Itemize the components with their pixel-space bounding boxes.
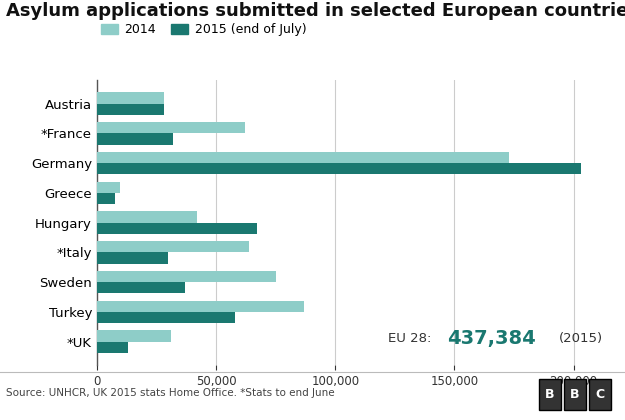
Bar	[97, 181, 119, 193]
Bar	[97, 301, 304, 312]
Text: C: C	[596, 388, 604, 401]
Bar	[97, 252, 168, 264]
Bar	[97, 241, 249, 252]
Text: (2015): (2015)	[559, 332, 604, 344]
Text: Source: UNHCR, UK 2015 stats Home Office. *Stats to end June: Source: UNHCR, UK 2015 stats Home Office…	[6, 388, 335, 398]
Text: EU 28:: EU 28:	[388, 332, 431, 344]
Bar	[97, 271, 276, 282]
Bar	[97, 341, 128, 353]
Bar	[97, 193, 115, 204]
Bar	[97, 152, 509, 163]
Bar	[97, 134, 173, 144]
Bar	[97, 104, 164, 115]
Bar	[97, 122, 244, 134]
Text: B: B	[570, 388, 580, 401]
Text: Asylum applications submitted in selected European countries: Asylum applications submitted in selecte…	[6, 2, 625, 20]
Bar	[97, 330, 171, 341]
Bar	[97, 163, 581, 174]
Bar	[97, 223, 257, 234]
Bar	[97, 312, 235, 323]
Text: 437,384: 437,384	[447, 328, 536, 348]
Bar	[97, 92, 164, 104]
Text: B: B	[545, 388, 555, 401]
Legend: 2014, 2015 (end of July): 2014, 2015 (end of July)	[101, 23, 306, 36]
Bar	[97, 211, 197, 223]
Bar	[97, 282, 185, 294]
